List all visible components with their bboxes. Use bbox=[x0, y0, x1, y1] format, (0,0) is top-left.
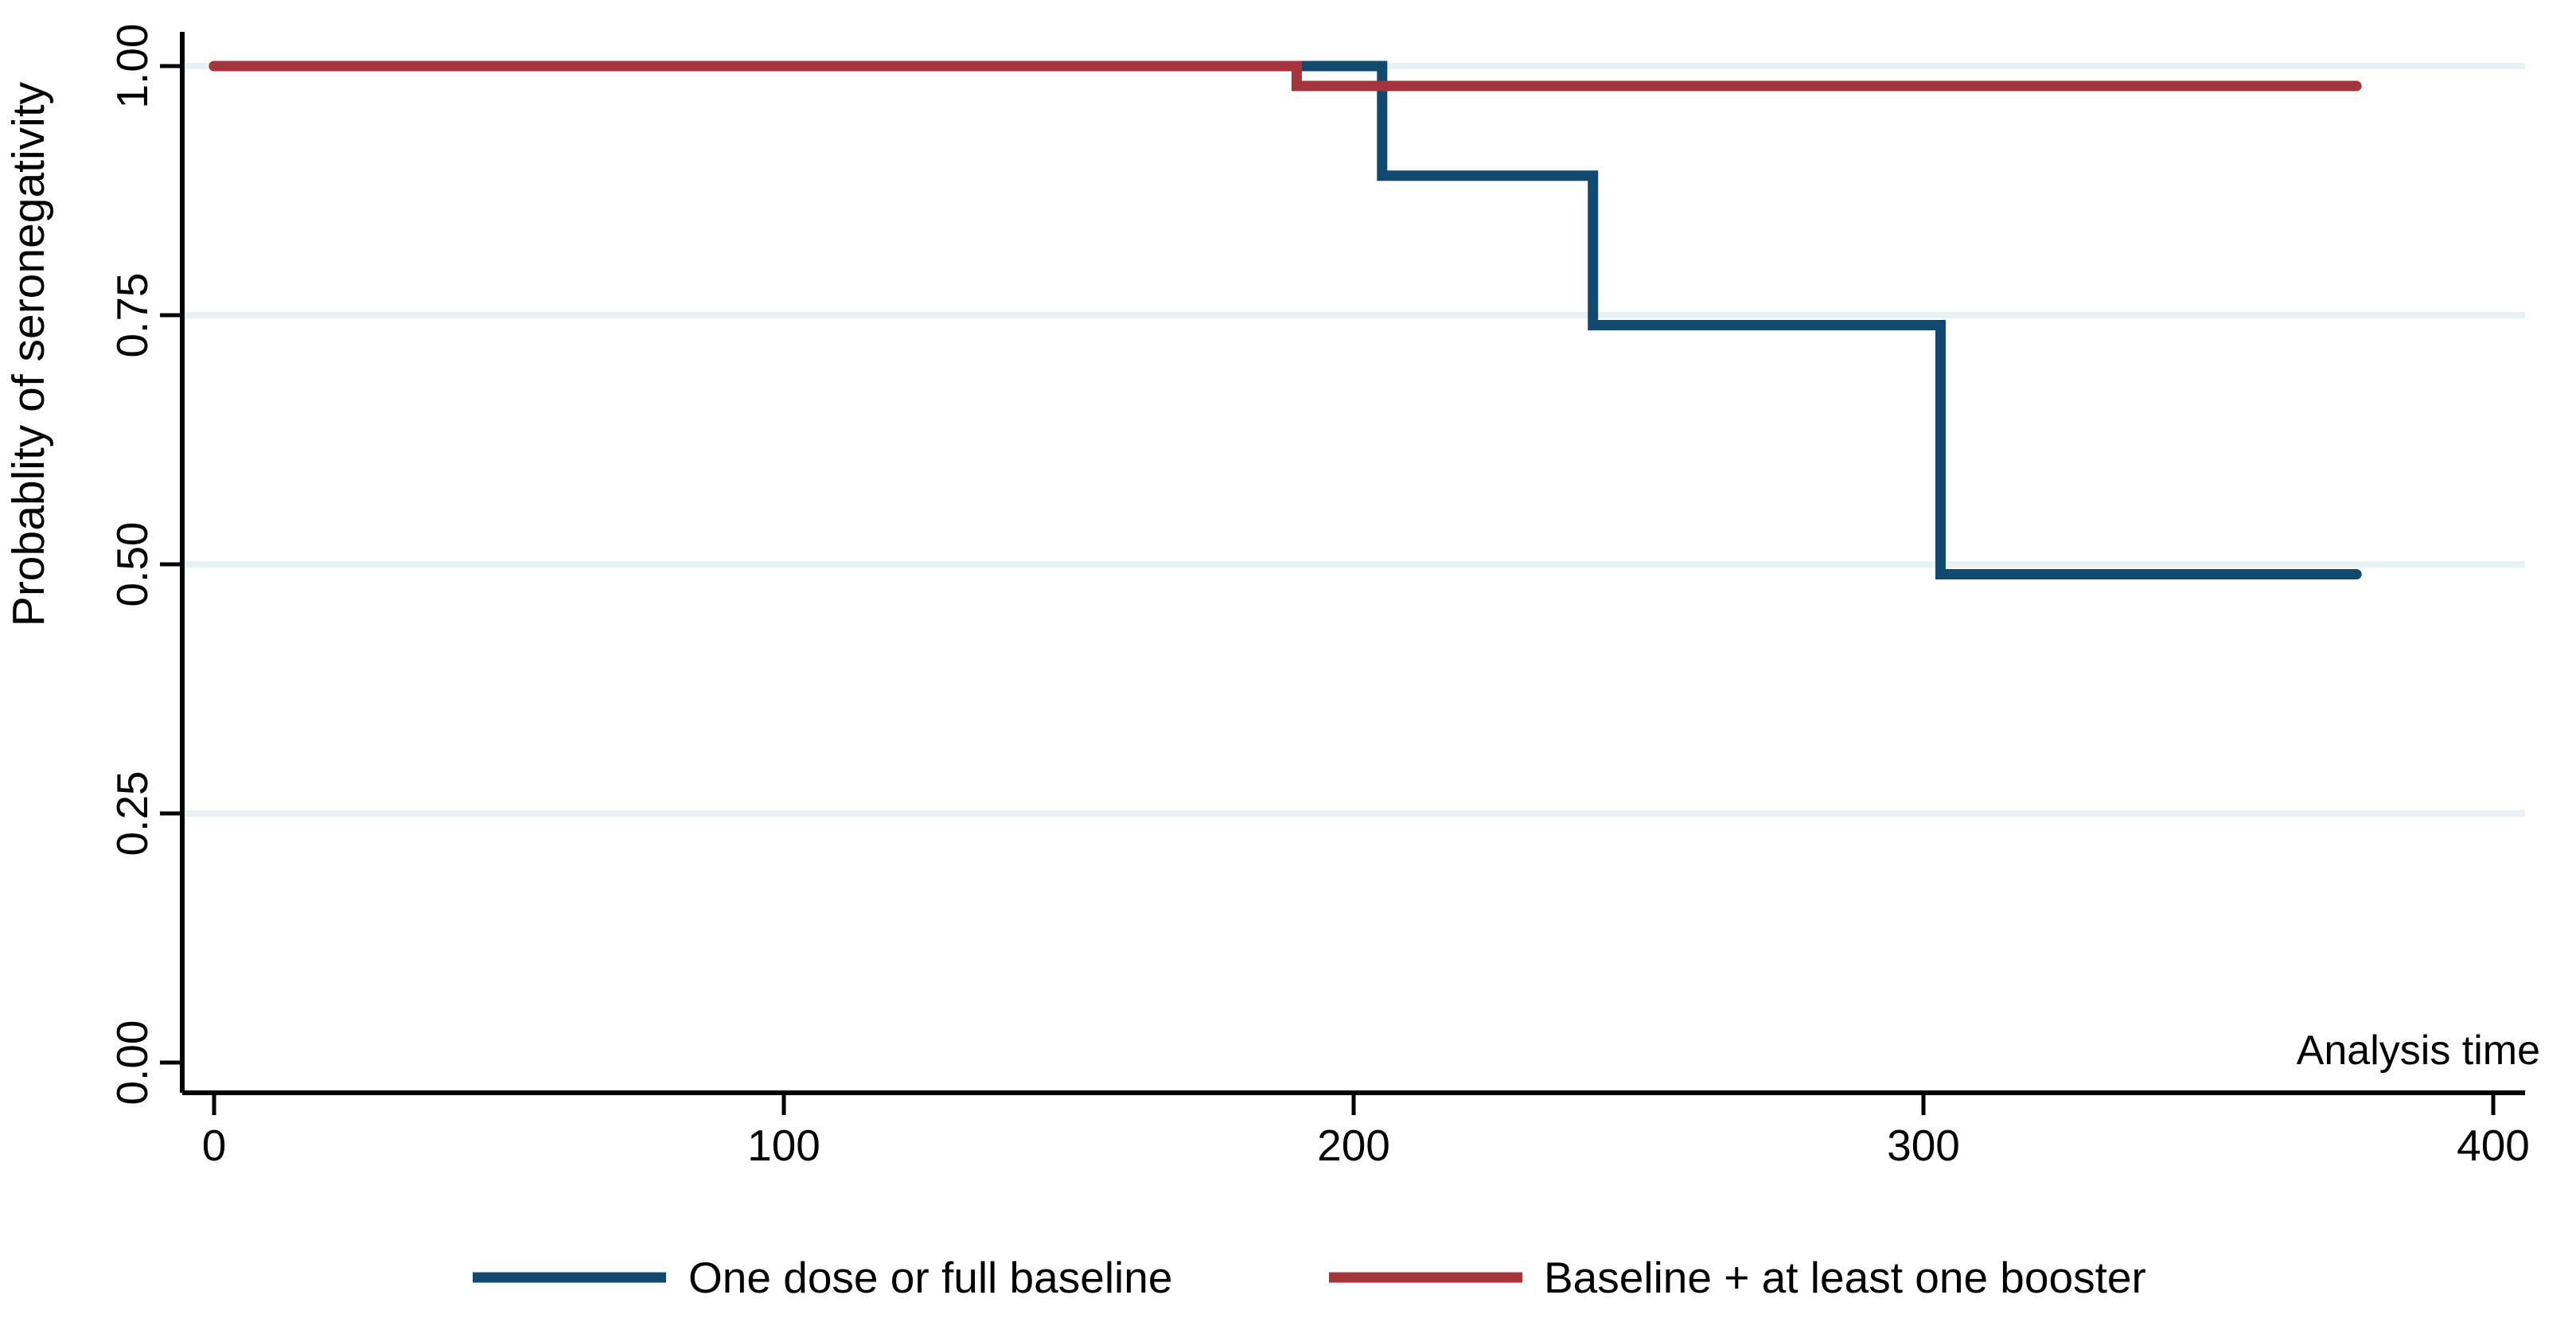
legend-label-booster: Baseline + at least one booster bbox=[1544, 1253, 2146, 1302]
x-tick-label: 400 bbox=[2457, 1121, 2530, 1170]
x-tick-label: 100 bbox=[747, 1121, 820, 1170]
series-line-0 bbox=[208, 60, 2362, 580]
x-tick-label: 300 bbox=[1887, 1121, 1960, 1170]
x-axis-label: Analysis time bbox=[2297, 1028, 2540, 1074]
y-tick-label: 0.50 bbox=[107, 521, 157, 606]
y-tick-label: 1.00 bbox=[107, 23, 157, 108]
legend: One dose or full baseline Baseline + at … bbox=[473, 1253, 2146, 1302]
x-tick-label: 0 bbox=[202, 1121, 227, 1170]
x-ticks bbox=[212, 1093, 2496, 1115]
y-ticks bbox=[160, 64, 182, 1065]
x-tick-label: 200 bbox=[1317, 1121, 1390, 1170]
gridlines bbox=[185, 63, 2525, 817]
x-tick-labels: 0 100 200 300 400 bbox=[202, 1121, 2530, 1170]
y-axis-title: Probablity of seronegativity bbox=[3, 81, 54, 626]
legend-label-one-dose: One dose or full baseline bbox=[688, 1253, 1172, 1302]
y-tick-label: 0.25 bbox=[107, 770, 157, 856]
y-tick-label: 0.75 bbox=[107, 272, 157, 357]
series-line-1 bbox=[208, 60, 2362, 92]
y-tick-label: 0.00 bbox=[107, 1020, 157, 1105]
y-tick-labels: 0.00 0.25 0.50 0.75 1.00 bbox=[107, 23, 157, 1105]
series-lines bbox=[208, 60, 2362, 580]
